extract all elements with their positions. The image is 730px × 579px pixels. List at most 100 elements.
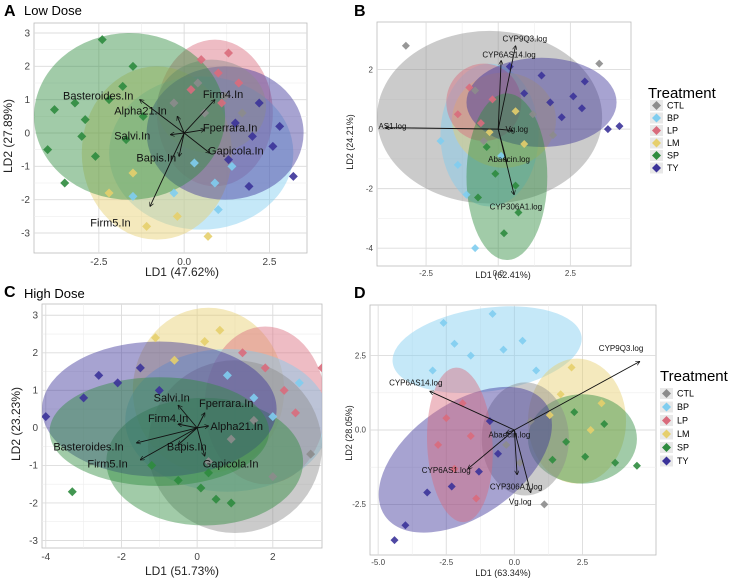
point-sp bbox=[97, 35, 107, 45]
y-tick-label: 2.5 bbox=[355, 351, 367, 360]
point-ty bbox=[244, 181, 254, 191]
point-sp bbox=[104, 95, 114, 105]
legend-swatch-lm bbox=[662, 429, 671, 439]
point-lp bbox=[224, 48, 234, 58]
point-bp bbox=[499, 345, 508, 354]
point-lm bbox=[586, 426, 595, 434]
point-ctl bbox=[193, 78, 203, 88]
point-bp bbox=[439, 318, 448, 327]
loading-label: Basteroides.In bbox=[63, 91, 133, 103]
loading-arrow bbox=[140, 100, 185, 134]
panel-b-letter: B bbox=[354, 3, 366, 20]
y-tick-label: -2 bbox=[366, 184, 374, 193]
loading-label: Gapicola.In bbox=[208, 146, 264, 158]
legend-swatch-lp bbox=[652, 126, 661, 135]
axes: -4 -2 0 2 -3 -2 -1 0 1 2 3 bbox=[29, 311, 276, 563]
loading-label: CYP306A1.log bbox=[490, 483, 542, 492]
point-sp bbox=[562, 437, 571, 446]
point-ty bbox=[615, 122, 624, 131]
loading-label: Bapis.In bbox=[136, 152, 176, 164]
loading-label: Firm5.In bbox=[90, 217, 130, 229]
point-sp bbox=[121, 135, 131, 145]
ellipse-ty bbox=[146, 66, 304, 200]
point-ty bbox=[79, 393, 89, 403]
point-bp bbox=[497, 151, 506, 160]
legend-swatch-lm bbox=[652, 138, 661, 148]
point-sp bbox=[226, 498, 236, 508]
point-ctl bbox=[237, 108, 247, 118]
legend-treatment-bottom: Treatment CTL BP LP LM SP TY bbox=[660, 368, 729, 467]
plot-content: Salvi.In Fperrara.In Firm4.In Alpha21.In Bas… bbox=[42, 307, 322, 533]
plot-content: CYP9Q3.log CYP6AS14.log Abaecin.log CYP6AS1… bbox=[378, 306, 643, 545]
point-lp bbox=[291, 408, 301, 418]
y-tick-label: -1 bbox=[29, 461, 38, 472]
loadings: Firm4.In Alpha21.In Fperrara.In Basteroides… bbox=[63, 89, 264, 229]
loading-arrow bbox=[468, 429, 515, 469]
loading-label: CYP306A1.log bbox=[490, 202, 542, 211]
loadings: CYP9Q3.log CYP6AS14.log Abaecin.log CYP6AS1… bbox=[389, 344, 643, 506]
loading-arrow bbox=[140, 427, 198, 460]
ellipse-ctl bbox=[147, 360, 322, 533]
loading-label: Vg.log bbox=[509, 497, 532, 506]
point-ctl bbox=[401, 41, 410, 50]
point-ctl bbox=[471, 86, 480, 95]
point-lm bbox=[597, 399, 606, 408]
point-sp bbox=[632, 461, 641, 470]
point-sp bbox=[482, 142, 491, 151]
point-ty bbox=[268, 141, 278, 151]
point-lp bbox=[186, 85, 196, 95]
point-sp bbox=[49, 105, 59, 115]
point-lm bbox=[142, 221, 152, 231]
point-lp bbox=[238, 348, 248, 358]
point-ty bbox=[275, 121, 285, 131]
plot-area-c: Salvi.In Fperrara.In Firm4.In Alpha21.In Bas… bbox=[29, 303, 323, 563]
point-ty bbox=[580, 77, 589, 86]
loading-arrow bbox=[178, 424, 198, 429]
point-ctl bbox=[200, 108, 210, 118]
loading-label: CYP6AS14.log bbox=[482, 51, 535, 60]
loading-label: CYP9Q3.log bbox=[599, 344, 643, 353]
loading-arrow bbox=[386, 128, 499, 129]
y-tick-label: 2 bbox=[24, 62, 30, 73]
legend-label: CTL bbox=[667, 101, 684, 111]
point-sp bbox=[211, 494, 221, 504]
point-ty bbox=[154, 385, 164, 395]
loading-arrow bbox=[137, 427, 198, 443]
ellipse-sp bbox=[527, 394, 637, 484]
point-bp bbox=[249, 393, 259, 403]
ellipse-ty bbox=[466, 57, 617, 147]
legend-label: BP bbox=[677, 402, 689, 412]
point-ty bbox=[557, 113, 566, 122]
legend-swatch-sp bbox=[652, 151, 661, 160]
y-tick-label: 2 bbox=[369, 65, 374, 74]
point-sp bbox=[203, 468, 213, 478]
y-tick-label: 0 bbox=[32, 423, 38, 434]
panel-d-ylabel: LD2 (28.05%) bbox=[344, 405, 354, 461]
point-ty bbox=[42, 412, 51, 422]
point-lm bbox=[215, 325, 225, 335]
loading-label: Firm4.In bbox=[148, 413, 188, 425]
x-tick-label: -2.5 bbox=[439, 558, 453, 567]
point-ty bbox=[135, 363, 145, 373]
panel-c-letter: C bbox=[4, 284, 16, 301]
point-sp bbox=[128, 61, 138, 71]
grid bbox=[34, 23, 307, 253]
plot-area-a: Firm4.In Alpha21.In Fperrara.In Basteroides… bbox=[21, 22, 308, 268]
point-sp bbox=[514, 208, 523, 217]
loading-label: CYP6AS14.log bbox=[389, 378, 442, 387]
loading-arrow bbox=[513, 429, 530, 493]
ellipses bbox=[378, 306, 637, 533]
legend-label: LP bbox=[667, 126, 678, 136]
axes: -2.5 0.0 2.5 -4 -2 0 2 bbox=[366, 65, 577, 278]
y-tick-label: 3 bbox=[32, 311, 38, 322]
point-ctl bbox=[268, 472, 278, 482]
point-lp bbox=[450, 464, 459, 473]
grid bbox=[370, 305, 656, 555]
panel-b-ylabel: LD2 (24.21%) bbox=[345, 114, 355, 170]
point-sp bbox=[511, 181, 520, 190]
panel-c: C High Dose LD1 (51.73%) LD2 (23.23%) Sa… bbox=[4, 284, 323, 578]
point-sp bbox=[43, 145, 53, 155]
point-lm bbox=[485, 128, 494, 137]
y-tick-label: 3 bbox=[24, 28, 30, 39]
